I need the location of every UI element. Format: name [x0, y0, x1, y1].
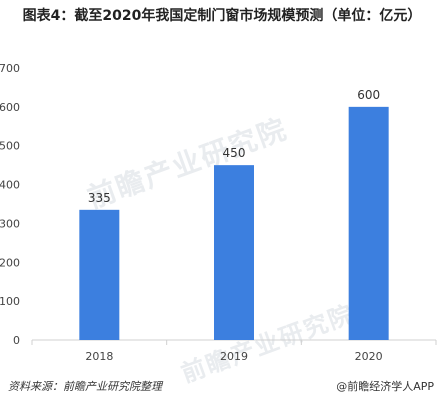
bar — [79, 209, 120, 340]
y-tick-label: 400 — [0, 179, 20, 192]
brand-credit: @前瞻经济学人APP — [336, 380, 434, 393]
y-tick-label: 500 — [0, 140, 20, 153]
x-tick-label: 2019 — [220, 350, 248, 363]
y-tick-label: 300 — [0, 217, 20, 230]
y-tick-label: 600 — [0, 101, 20, 114]
source-note: 资料来源：前瞻产业研究院整理 — [8, 380, 162, 393]
bar-chart: 0 100 200 300 400 500 600 700 335 2018 450 2019 600 2… — [0, 62, 437, 363]
footer: 资料来源：前瞻产业研究院整理 @前瞻经济学人APP — [0, 376, 444, 398]
y-tick-label: 100 — [0, 295, 20, 308]
x-tick-label: 2018 — [85, 350, 113, 363]
y-tick-label: 700 — [0, 62, 20, 75]
data-label: 600 — [357, 88, 380, 102]
chart-title: 图表4：截至2020年我国定制门窗市场规模预测（单位：亿元） — [22, 8, 422, 24]
data-label: 450 — [223, 146, 246, 160]
y-tick-label: 0 — [13, 334, 20, 347]
data-label: 335 — [88, 191, 111, 205]
x-tick-label: 2020 — [355, 350, 383, 363]
y-tick-label: 200 — [0, 256, 20, 269]
bar — [214, 165, 254, 340]
bar — [348, 106, 389, 340]
